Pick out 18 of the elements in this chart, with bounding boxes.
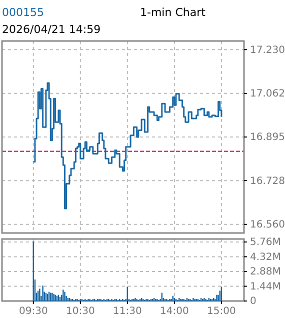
x-tick-label: 10:30 [66,306,95,318]
y-tick-label: 2.88M [250,266,281,278]
y-tick-label: 16.895 [250,132,285,144]
x-tick-label: 11:30 [113,306,142,318]
y-tick-label: 17.062 [250,88,285,100]
y-tick-label: 4.32M [250,252,281,263]
chart-subtitle: 1-min Chart [140,6,206,19]
y-tick-label: 1.44M [250,281,281,292]
y-tick-label: 0 [250,296,256,308]
x-tick-label: 15:00 [207,306,236,318]
y-tick-label: 17.230 [250,44,285,56]
x-tick-label: 14:00 [160,306,189,318]
x-tick-label: 09:30 [18,306,48,318]
y-tick-label: 16.728 [250,176,285,187]
chart-title: 000155 [2,6,44,19]
y-tick-label: 16.560 [250,220,285,231]
text: 2026/04/21 14:59 [2,23,101,36]
y-tick-label: 5.76M [250,237,281,248]
